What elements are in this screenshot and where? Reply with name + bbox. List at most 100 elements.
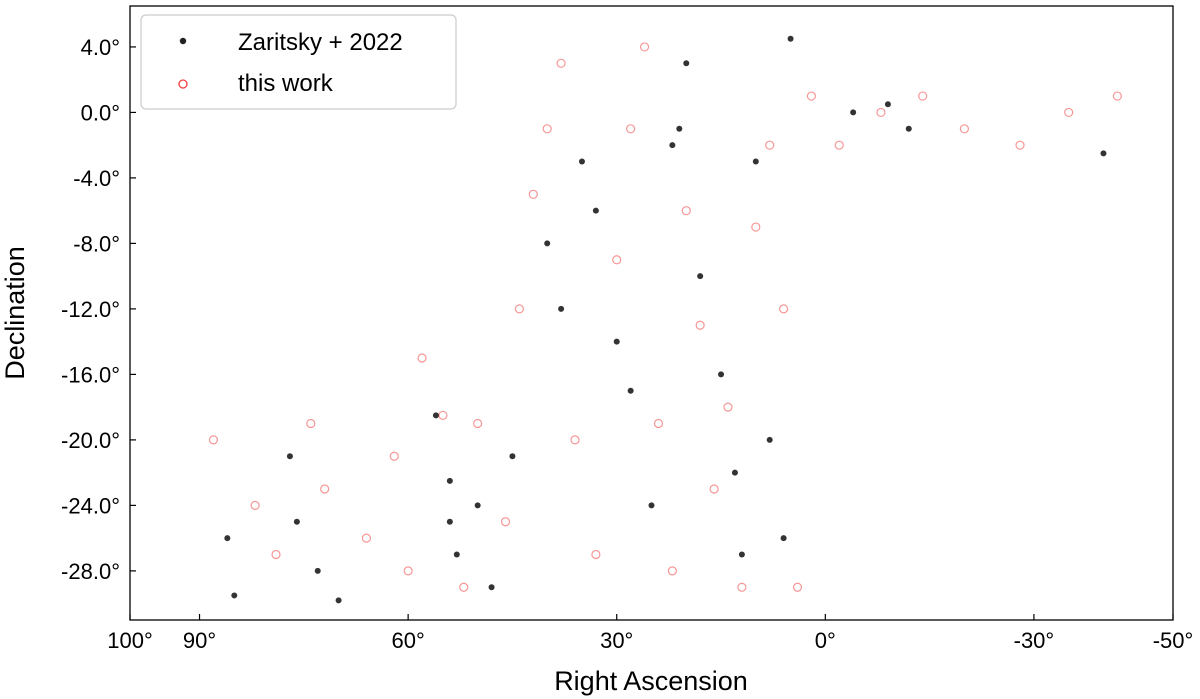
point-this-work [626, 124, 636, 134]
point-this-work [250, 500, 260, 510]
point-this-work [681, 206, 691, 216]
point-zaritsky [558, 305, 565, 312]
point-this-work [500, 517, 511, 527]
x-tick-label: 60° [391, 628, 424, 653]
point-zaritsky [488, 584, 495, 591]
point-this-work [591, 549, 601, 560]
y-tick-label: -4.0° [73, 166, 120, 191]
plot-frame [129, 5, 1174, 621]
y-tick-label: -12.0° [61, 297, 120, 322]
point-zaritsky [718, 371, 725, 378]
point-this-work [959, 124, 970, 134]
point-zaritsky [432, 412, 439, 419]
points-layer [208, 35, 1122, 604]
x-tick-label: 100° [107, 628, 153, 653]
point-this-work [876, 107, 886, 118]
point-zaritsky [544, 240, 551, 247]
point-zaritsky [509, 453, 516, 460]
point-this-work [361, 533, 372, 543]
point-this-work [918, 91, 928, 101]
point-zaritsky [578, 158, 585, 165]
point-this-work [709, 484, 719, 494]
legend: Zaritsky + 2022 this work [140, 14, 457, 110]
y-tick-label: -24.0° [61, 493, 120, 518]
legend-label-this-work: this work [238, 70, 334, 97]
y-tick-label: -28.0° [61, 559, 120, 584]
x-tick-label: -30° [1014, 628, 1055, 653]
point-this-work [723, 402, 733, 412]
y-tick-label: 0.0° [81, 100, 120, 125]
legend-marker-this-work [178, 79, 188, 89]
point-this-work [556, 58, 566, 68]
point-zaritsky [1100, 150, 1107, 157]
ticks-layer: 100° 90° 60° 30° 0° -30° -50° 4.0° 0.0° -4.0° -8.0… [61, 35, 1193, 653]
point-this-work [208, 435, 219, 445]
y-tick-label: -16.0° [61, 362, 120, 387]
point-this-work [438, 410, 448, 420]
point-this-work [389, 451, 399, 461]
point-this-work [779, 304, 789, 314]
point-zaritsky [780, 535, 787, 542]
point-zaritsky [224, 535, 231, 542]
point-zaritsky [683, 60, 690, 67]
point-zaritsky [697, 273, 704, 280]
point-this-work [570, 435, 580, 445]
point-this-work [473, 418, 483, 429]
point-zaritsky [752, 158, 759, 165]
point-this-work [459, 582, 469, 592]
point-this-work [834, 140, 844, 150]
point-zaritsky [648, 502, 655, 509]
point-zaritsky [676, 125, 683, 132]
point-zaritsky [231, 592, 238, 599]
point-zaritsky [286, 453, 293, 460]
legend-box [140, 14, 457, 110]
point-zaritsky [731, 469, 738, 476]
point-zaritsky [474, 502, 481, 509]
legend-label-zaritsky: Zaritsky + 2022 [238, 29, 403, 56]
point-this-work [417, 353, 427, 363]
point-zaritsky [446, 477, 453, 484]
point-zaritsky [613, 338, 620, 345]
point-this-work [737, 582, 747, 592]
x-tick-label: -50° [1153, 628, 1194, 653]
x-tick-label: 0° [815, 628, 836, 653]
point-this-work [695, 320, 705, 330]
point-zaritsky [884, 101, 891, 108]
point-this-work [765, 140, 775, 150]
legend-marker-zaritsky [179, 37, 187, 45]
point-zaritsky [905, 125, 912, 132]
point-this-work [320, 484, 330, 494]
point-this-work [792, 582, 803, 592]
y-tick-label: -8.0° [73, 231, 120, 256]
point-zaritsky [669, 142, 676, 149]
x-tick-label: 30° [600, 628, 633, 653]
point-this-work [542, 124, 552, 134]
point-zaritsky [766, 436, 773, 443]
point-this-work [612, 255, 622, 265]
point-this-work [667, 566, 677, 576]
point-zaritsky [446, 518, 453, 525]
point-this-work [1112, 91, 1122, 101]
point-zaritsky [293, 518, 300, 525]
point-zaritsky [314, 567, 321, 574]
point-zaritsky [453, 551, 460, 558]
point-zaritsky [738, 551, 745, 558]
y-tick-label: 4.0° [81, 35, 120, 60]
point-this-work [306, 418, 316, 429]
point-zaritsky [335, 597, 342, 604]
point-this-work [639, 42, 650, 52]
point-this-work [528, 189, 538, 199]
point-this-work [271, 549, 281, 560]
point-zaritsky [850, 109, 857, 116]
point-this-work [403, 566, 413, 576]
y-tick-label: -20.0° [61, 428, 120, 453]
point-zaritsky [627, 387, 634, 394]
point-this-work [1015, 140, 1025, 150]
x-tick-label: 90° [183, 628, 216, 653]
point-this-work [514, 304, 524, 314]
point-this-work [1064, 107, 1074, 118]
point-this-work [751, 222, 761, 232]
point-zaritsky [592, 207, 599, 214]
x-axis-label: Right Ascension [554, 666, 748, 696]
